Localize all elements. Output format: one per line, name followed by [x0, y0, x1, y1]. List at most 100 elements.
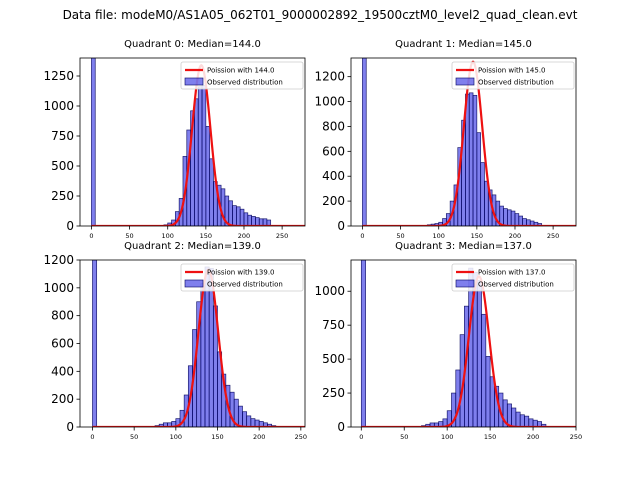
- panel-title-quadrant-1: Quadrant 1: Median=145.0: [395, 39, 532, 50]
- legend-bar-swatch: [455, 77, 475, 86]
- x-tick-label: 50: [125, 232, 133, 240]
- axes-frame: [79, 57, 306, 227]
- y-tick-label: 0: [337, 420, 345, 434]
- histogram-bar: [485, 356, 491, 427]
- panel-title-quadrant-2: Quadrant 2: Median=139.0: [124, 241, 261, 252]
- y-tick-label: 1000: [314, 284, 345, 298]
- x-tick-label: 150: [484, 433, 496, 441]
- histogram-bar: [209, 158, 214, 226]
- y-tick-label: 800: [322, 119, 345, 133]
- legend-label-poisson: Poission with 139.0: [207, 269, 275, 277]
- histogram-bar: [515, 411, 521, 427]
- poisson-curve: [92, 268, 305, 427]
- histogram-bar: [232, 205, 237, 226]
- y-tick-label: 600: [51, 337, 74, 351]
- panel-title-quadrant-3: Quadrant 3: Median=137.0: [395, 241, 532, 252]
- x-tick-label: 200: [527, 433, 539, 441]
- histogram-bar: [510, 210, 516, 226]
- histogram-bar: [242, 411, 248, 427]
- x-tick-label: 100: [170, 433, 182, 441]
- x-tick-label: 200: [238, 232, 250, 240]
- histogram-bar: [360, 260, 366, 427]
- y-tick-label: 1000: [314, 95, 345, 109]
- y-tick-label: 500: [51, 159, 74, 173]
- histogram-bar: [205, 126, 211, 226]
- histogram-bar: [489, 376, 495, 427]
- y-tick-label: 0: [66, 420, 74, 434]
- panel-quadrant-0: 0 250 500 750 1000 1250 0 50 100 150 200 250 Poissio…: [43, 57, 306, 240]
- x-tick-label: 150: [211, 433, 223, 441]
- y-tick-label: 0: [337, 219, 345, 233]
- y-tick-label: 400: [51, 364, 74, 378]
- x-tick-label: 250: [295, 433, 307, 441]
- y-tick-label: 750: [51, 129, 74, 143]
- x-tick-label: 150: [471, 232, 483, 240]
- y-tick-label: 1000: [43, 281, 74, 295]
- x-tick-label: 250: [547, 232, 559, 240]
- y-tick-label: 0: [66, 219, 74, 233]
- histogram-bar: [243, 212, 249, 226]
- axes-frame: [350, 57, 577, 227]
- histogram-bar: [511, 407, 517, 427]
- legend-bar-swatch: [184, 77, 204, 86]
- histogram-bar: [524, 415, 530, 427]
- x-tick-label: 50: [130, 433, 138, 441]
- legend-bar-swatch: [184, 279, 204, 288]
- y-tick-label: 400: [322, 169, 345, 183]
- histogram-bar: [255, 217, 260, 226]
- legend-label-observed: Observed distribution: [478, 79, 554, 87]
- histogram-bar: [476, 132, 482, 226]
- histogram-bar: [522, 218, 527, 226]
- histogram-bar: [239, 208, 245, 226]
- histogram-bar: [468, 267, 474, 427]
- poisson-curve: [361, 274, 576, 427]
- histogram-bar: [250, 418, 256, 427]
- histogram-bar: [518, 215, 523, 226]
- legend: Poission with 139.0 Observed distribution: [180, 263, 304, 292]
- y-tick-label: 500: [322, 352, 345, 366]
- legend-bar-swatch: [455, 279, 475, 288]
- y-tick-label: 1200: [314, 70, 345, 84]
- x-tick-label: 50: [396, 232, 404, 240]
- histogram-bar: [246, 415, 252, 427]
- legend: Poission with 137.0 Observed distribution: [451, 263, 575, 292]
- x-tick-label: 0: [90, 433, 94, 441]
- legend-label-observed: Observed distribution: [478, 281, 554, 289]
- histogram-bar: [251, 216, 256, 226]
- x-tick-label: 0: [89, 232, 93, 240]
- y-tick-label: 1200: [43, 253, 74, 267]
- y-tick-label: 250: [51, 189, 74, 203]
- legend-label-poisson: Poission with 144.0: [207, 67, 275, 75]
- figure-suptitle: Data file: modeM0/AS1A05_062T01_90000028…: [62, 8, 578, 22]
- x-tick-label: 50: [400, 433, 408, 441]
- histogram-bar: [237, 405, 243, 427]
- y-tick-label: 200: [322, 194, 345, 208]
- y-tick-label: 1000: [43, 99, 74, 113]
- histogram-bar: [201, 85, 207, 226]
- y-tick-label: 800: [51, 309, 74, 323]
- histogram-bar: [197, 86, 203, 226]
- y-tick-label: 250: [322, 386, 345, 400]
- histogram-bar: [362, 58, 367, 226]
- histogram-bar: [480, 162, 485, 226]
- y-tick-label: 750: [322, 318, 345, 332]
- histogram-bar: [503, 208, 508, 226]
- histogram-bar: [507, 209, 512, 226]
- histogram-bar: [528, 418, 534, 427]
- panel-quadrant-3: 0 250 500 750 1000 0 50 100 150 200 250 Poission wi…: [314, 259, 582, 441]
- y-tick-label: 1250: [43, 69, 74, 83]
- x-tick-label: 100: [433, 232, 445, 240]
- x-tick-label: 0: [359, 433, 363, 441]
- histogram-bar: [91, 58, 96, 226]
- x-tick-label: 0: [360, 232, 364, 240]
- legend: Poission with 145.0 Observed distribution: [451, 61, 575, 90]
- histogram-bar: [194, 98, 199, 226]
- histogram-bar: [247, 214, 252, 226]
- histogram-bar: [481, 313, 487, 427]
- x-tick-label: 200: [253, 433, 265, 441]
- x-tick-label: 250: [570, 433, 582, 441]
- y-tick-label: 600: [322, 144, 345, 158]
- legend-label-observed: Observed distribution: [207, 79, 283, 87]
- panel-quadrant-1: 0 200 400 600 800 1000 1200 0 50 100 150 200 250 Pois…: [314, 57, 577, 240]
